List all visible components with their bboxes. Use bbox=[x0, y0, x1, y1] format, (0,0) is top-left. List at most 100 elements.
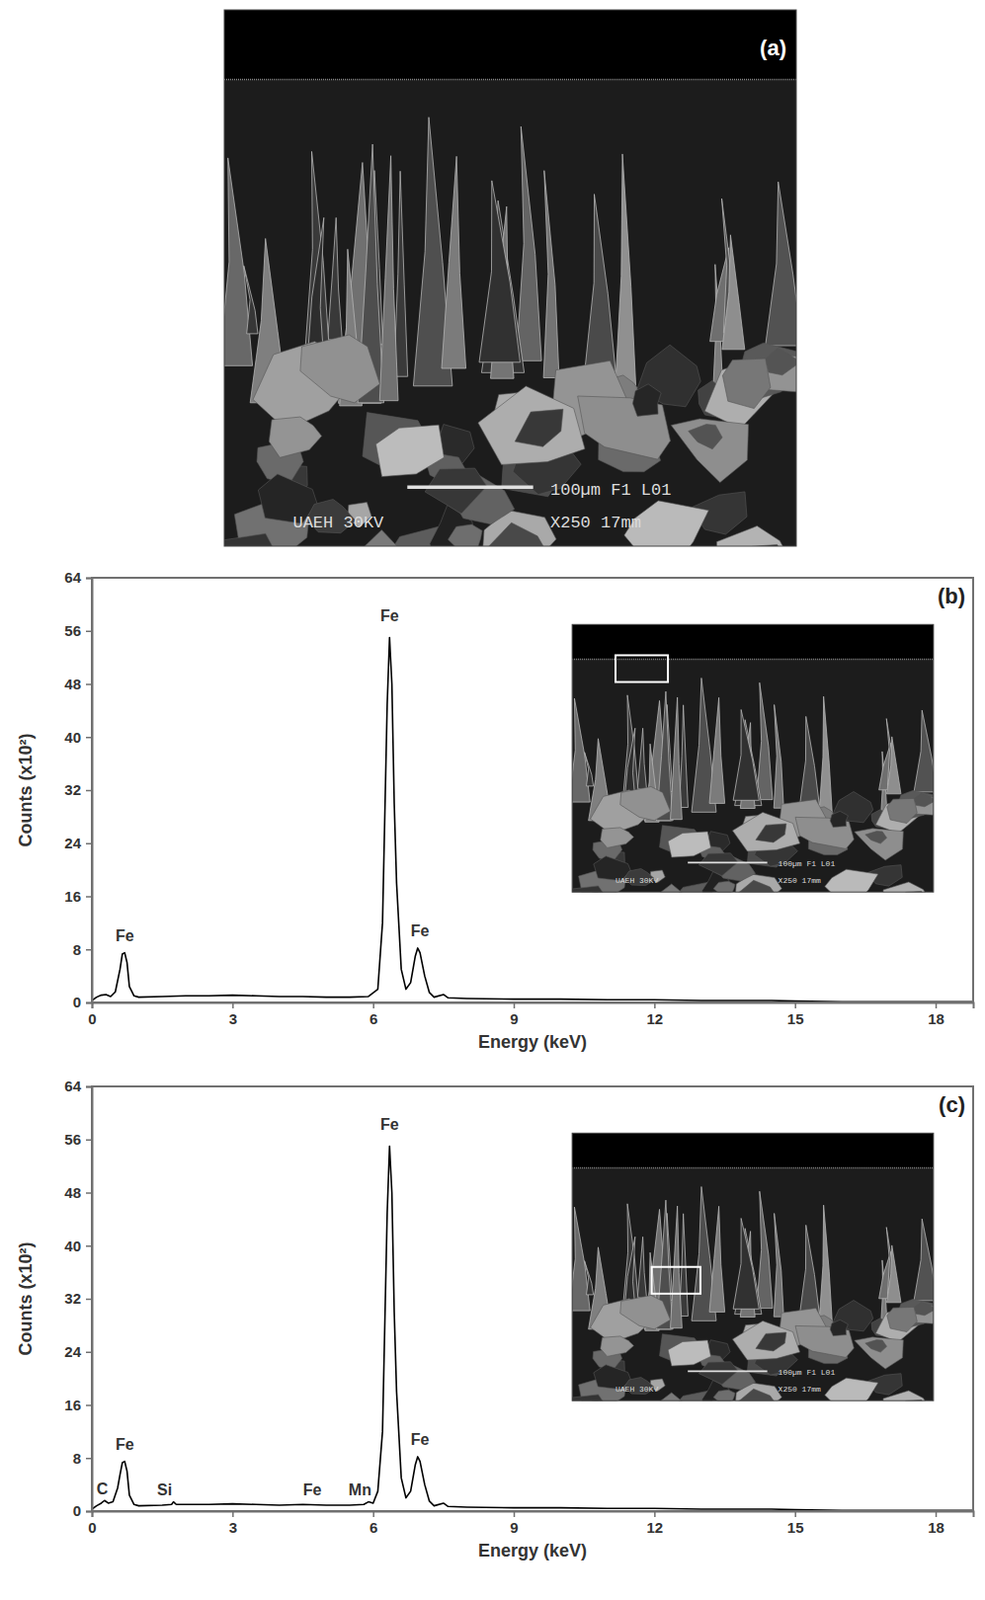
sem-edge bbox=[572, 1167, 934, 1170]
sem-grain bbox=[875, 796, 922, 834]
panel-label: (c) bbox=[938, 1092, 966, 1118]
sem-grain bbox=[735, 1389, 781, 1401]
sem-grain bbox=[688, 424, 723, 450]
peak-label: Fe bbox=[115, 927, 135, 945]
sem-spike bbox=[709, 697, 726, 804]
y-tick-mark bbox=[85, 1140, 92, 1143]
plot-frame bbox=[91, 577, 974, 1003]
sem-caption: UAEH 30KV bbox=[615, 1385, 658, 1395]
sem-border bbox=[572, 624, 934, 893]
figure: 100µm F1 L01UAEH 30KVX250 17mm(a)0369121… bbox=[0, 0, 985, 1600]
sem-spike bbox=[733, 710, 759, 802]
peak-label: Si bbox=[157, 1481, 172, 1499]
sem-spike bbox=[379, 156, 399, 402]
sem-grain bbox=[713, 881, 736, 893]
y-axis-line bbox=[85, 578, 93, 1004]
sem-caption: X250 17mm bbox=[778, 1385, 821, 1395]
sem-spike bbox=[800, 716, 821, 806]
sem-mount bbox=[224, 9, 797, 81]
x-tick-mark bbox=[794, 1002, 797, 1009]
sem-grain bbox=[883, 882, 934, 893]
y-tick-label: 8 bbox=[73, 1450, 82, 1468]
plot-frame bbox=[91, 1086, 974, 1512]
panel-label: (a) bbox=[759, 35, 787, 61]
sem-caption: X250 17mm bbox=[550, 513, 642, 533]
sem-grain bbox=[755, 823, 787, 843]
y-tick-label: 0 bbox=[73, 1502, 82, 1520]
x-tick-label: 15 bbox=[787, 1010, 805, 1028]
y-tick: 16 bbox=[64, 888, 92, 905]
sem-spike bbox=[479, 180, 521, 363]
sem-grain bbox=[224, 533, 280, 547]
sem-grain bbox=[913, 1302, 934, 1316]
y-tick-mark bbox=[85, 949, 92, 952]
y-tick: 64 bbox=[64, 569, 92, 586]
y-tick-label: 48 bbox=[64, 1184, 82, 1202]
y-tick: 40 bbox=[64, 729, 92, 746]
x-tick-mark bbox=[232, 1511, 235, 1518]
sem-spike bbox=[773, 705, 784, 810]
x-tick-label: 3 bbox=[229, 1519, 238, 1537]
sem-spike bbox=[756, 682, 773, 800]
sem-border bbox=[224, 9, 797, 547]
y-tick-label: 48 bbox=[64, 675, 82, 693]
y-tick: 8 bbox=[73, 941, 92, 959]
x-axis-line bbox=[92, 1003, 975, 1010]
sem-grain bbox=[600, 1336, 635, 1358]
sem-background bbox=[572, 1133, 934, 1401]
x-tick-mark bbox=[513, 1511, 516, 1518]
x-tick: 3 bbox=[229, 1511, 238, 1537]
sem-spike bbox=[244, 265, 258, 334]
sem-spike bbox=[819, 696, 833, 820]
y-tick-mark bbox=[85, 1404, 92, 1407]
x-axis-line bbox=[92, 1512, 975, 1519]
sem-mount bbox=[572, 1133, 934, 1168]
sem-caption: UAEH 30KV bbox=[615, 876, 658, 886]
x-tick-label: 15 bbox=[787, 1519, 805, 1537]
y-tick-mark bbox=[85, 1299, 92, 1302]
x-tick: 12 bbox=[647, 1002, 664, 1028]
y-tick-mark bbox=[85, 1086, 92, 1089]
y-tick-mark bbox=[85, 1002, 92, 1005]
sem-spike bbox=[913, 710, 934, 793]
sem-grain bbox=[854, 828, 904, 861]
x-tick-label: 6 bbox=[369, 1519, 378, 1537]
peak-label: Fe bbox=[410, 922, 430, 940]
sem-grain bbox=[883, 1391, 934, 1401]
y-tick-label: 64 bbox=[64, 1077, 82, 1095]
sem-grain bbox=[572, 886, 607, 893]
sem-grain bbox=[887, 798, 918, 823]
sem-grain bbox=[600, 827, 635, 849]
x-tick-label: 6 bbox=[369, 1010, 378, 1028]
sem-spike bbox=[572, 1207, 590, 1312]
y-tick-label: 32 bbox=[64, 1290, 82, 1308]
sem-spike bbox=[637, 728, 647, 790]
sem-spike bbox=[637, 1236, 647, 1299]
sem-spike bbox=[722, 235, 745, 350]
y-tick: 16 bbox=[64, 1396, 92, 1414]
sem-grain bbox=[913, 793, 934, 808]
sem-spike bbox=[516, 126, 543, 361]
y-tick-label: 32 bbox=[64, 781, 82, 799]
y-tick-mark bbox=[85, 1352, 92, 1355]
x-tick-label: 0 bbox=[87, 1519, 96, 1537]
sem-texture bbox=[224, 9, 797, 547]
sem-grain bbox=[735, 880, 781, 893]
sem-spike bbox=[886, 1245, 902, 1304]
sem-grain bbox=[829, 811, 848, 827]
x-axis-title: Energy (keV) bbox=[478, 1541, 587, 1561]
sem-spike bbox=[756, 1191, 773, 1309]
y-tick-mark bbox=[85, 1511, 92, 1514]
sem-grain bbox=[716, 526, 797, 548]
x-tick-mark bbox=[372, 1511, 375, 1518]
y-tick-label: 40 bbox=[64, 1237, 82, 1255]
sem-grain bbox=[713, 1390, 736, 1401]
x-tick-label: 12 bbox=[647, 1010, 664, 1028]
sem-grain bbox=[824, 1378, 879, 1401]
y-tick: 8 bbox=[73, 1450, 92, 1468]
sem-grain bbox=[646, 884, 702, 893]
y-tick-label: 56 bbox=[64, 622, 82, 640]
sem-grain bbox=[268, 416, 322, 458]
y-tick: 48 bbox=[64, 675, 92, 693]
sem-grain bbox=[824, 869, 879, 893]
